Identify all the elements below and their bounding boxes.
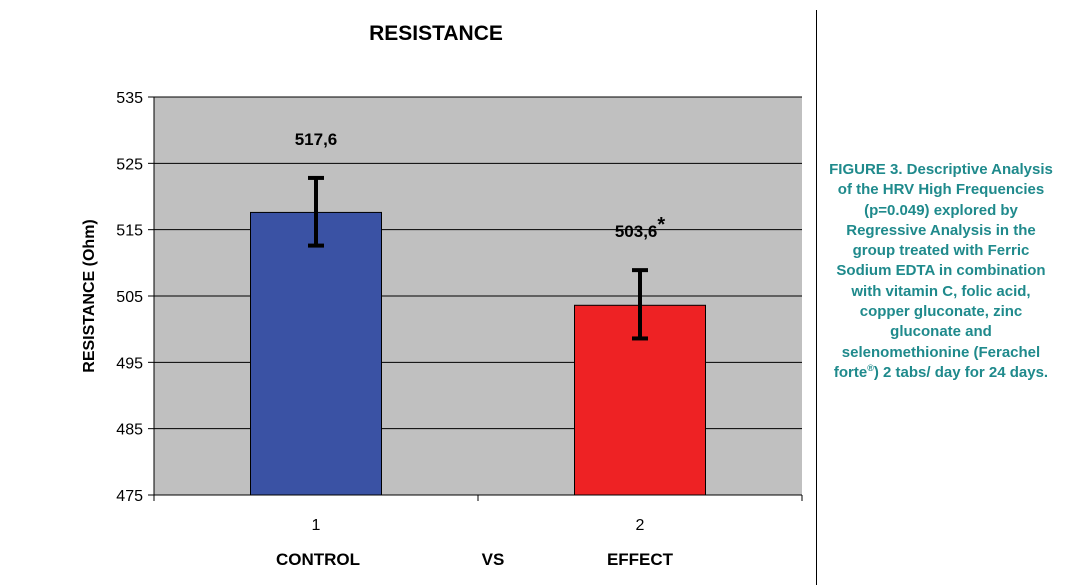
separator-label: VS xyxy=(482,550,505,569)
category-label: CONTROL xyxy=(276,550,360,569)
x-tick-label: 2 xyxy=(636,517,645,534)
data-label: 517,6 xyxy=(295,130,338,149)
caption-text: Descriptive Analysis of the HRV High Fre… xyxy=(833,161,1053,381)
y-tick-label: 475 xyxy=(116,488,143,505)
category-label: EFFECT xyxy=(607,550,674,569)
axes xyxy=(148,96,803,501)
x-tick-label: 1 xyxy=(312,517,321,534)
y-tick-label: 485 xyxy=(116,422,143,439)
registered-mark: ® xyxy=(867,362,874,373)
y-axis-label: RESISTANCE (Ohm) xyxy=(81,219,98,372)
divider-line xyxy=(816,10,817,585)
figure-caption: FIGURE 3. Descriptive Analysis of the HR… xyxy=(826,160,1056,383)
significance-mark: * xyxy=(657,214,665,236)
labels: 475485495505515525535517,61CONTROL503,6*… xyxy=(116,90,673,569)
y-tick-label: 515 xyxy=(116,223,143,240)
y-tick-label: 505 xyxy=(116,289,143,306)
y-tick-label: 495 xyxy=(116,355,143,372)
y-tick-label: 525 xyxy=(116,156,143,173)
chart-title: RESISTANCE xyxy=(369,22,503,45)
caption-text-end: ) 2 tabs/ day for 24 days. xyxy=(873,363,1049,381)
bar-control xyxy=(250,211,382,496)
bar-chart: RESISTANCE 475 485 495 505 515 525 535 517,6 1 CO… xyxy=(81,22,803,569)
caption-figure-number: FIGURE 3. xyxy=(829,161,903,178)
bars xyxy=(250,175,706,496)
y-tick-label: 535 xyxy=(116,90,143,107)
